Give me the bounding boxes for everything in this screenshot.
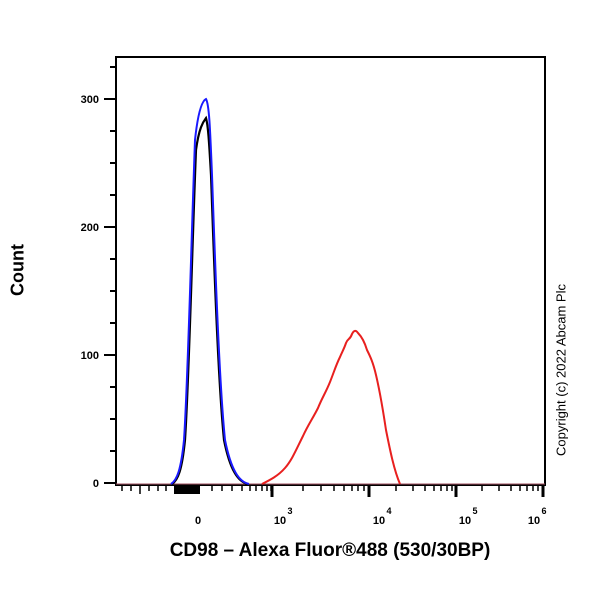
y-axis-ticks (104, 66, 116, 484)
svg-text:5: 5 (472, 506, 477, 516)
plot-frame (115, 56, 546, 486)
svg-text:0: 0 (93, 478, 99, 490)
svg-text:6: 6 (541, 506, 546, 516)
svg-text:300: 300 (81, 94, 99, 106)
svg-text:10: 10 (274, 515, 286, 527)
y-axis-label: Count (7, 244, 28, 296)
svg-text:200: 200 (81, 222, 99, 234)
series-cd98-red (261, 329, 401, 485)
svg-text:3: 3 (287, 506, 292, 516)
x-tick-labels: 0 10 10 10 10 3 4 5 6 (195, 506, 547, 527)
x-axis-label: CD98 – Alexa Fluor®488 (530/30BP) (169, 540, 491, 561)
x-axis-ticks (121, 485, 545, 497)
svg-text:0: 0 (195, 515, 201, 527)
copyright-notice: Copyright (c) 2022 Abcam Plc (553, 284, 569, 456)
svg-text:10: 10 (459, 515, 471, 527)
y-tick-labels: 300 200 100 0 (81, 94, 99, 490)
svg-text:10: 10 (373, 515, 385, 527)
svg-text:4: 4 (386, 506, 391, 516)
svg-text:100: 100 (81, 350, 99, 362)
series-isotype-blue (170, 97, 250, 485)
svg-text:10: 10 (528, 515, 540, 527)
series-unstained-black (171, 115, 249, 486)
